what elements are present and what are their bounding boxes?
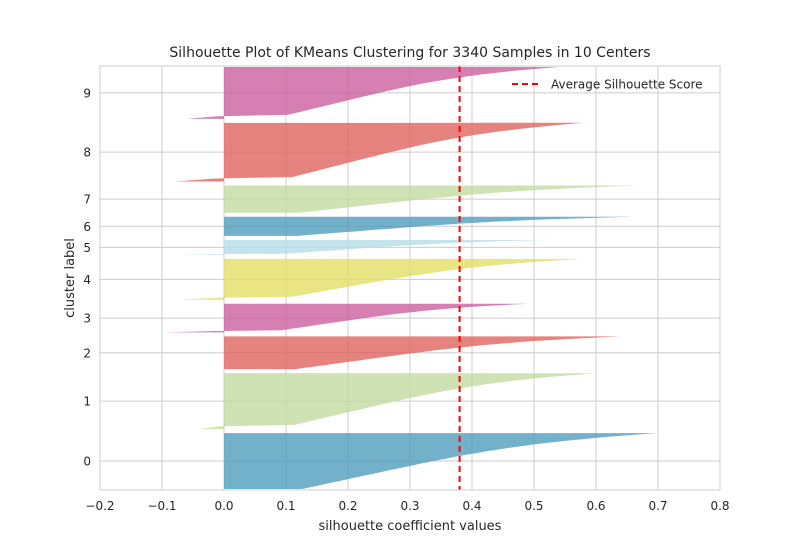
y-tick-label: 6 bbox=[83, 220, 91, 234]
x-tick-label: 0.5 bbox=[524, 499, 543, 513]
y-tick-label: 8 bbox=[83, 146, 91, 160]
legend-label: Average Silhouette Score bbox=[551, 78, 703, 92]
x-tick-label: 0.3 bbox=[400, 499, 419, 513]
cluster-silhouettes bbox=[162, 67, 658, 489]
y-tick-label: 2 bbox=[83, 346, 91, 360]
y-tick-label: 5 bbox=[83, 241, 91, 255]
x-tick-label: 0.4 bbox=[462, 499, 481, 513]
cluster-9-silhouette bbox=[186, 67, 559, 119]
x-tick-label: 0.2 bbox=[338, 499, 357, 513]
y-tick-labels: 0 1 2 3 4 5 6 7 8 9 bbox=[83, 86, 91, 468]
cluster-6-silhouette bbox=[224, 216, 634, 236]
legend: Average Silhouette Score bbox=[512, 78, 703, 92]
cluster-1-silhouette bbox=[199, 373, 596, 430]
y-tick-label: 1 bbox=[83, 395, 91, 409]
y-tick-label: 4 bbox=[83, 273, 91, 287]
x-tick-label: 0.8 bbox=[710, 499, 729, 513]
y-tick-label: 9 bbox=[83, 86, 91, 100]
x-tick-label: 0.7 bbox=[648, 499, 667, 513]
cluster-8-silhouette bbox=[174, 122, 584, 182]
x-tick-label: −0.1 bbox=[147, 499, 176, 513]
cluster-3-silhouette bbox=[162, 303, 528, 333]
x-axis-label: silhouette coefficient values bbox=[319, 519, 502, 534]
y-tick-label: 3 bbox=[83, 312, 91, 326]
chart-title: Silhouette Plot of KMeans Clustering for… bbox=[169, 45, 650, 61]
cluster-0-silhouette bbox=[224, 433, 658, 489]
cluster-5-silhouette bbox=[180, 239, 553, 255]
y-axis-label: cluster label bbox=[63, 238, 78, 318]
y-tick-label: 7 bbox=[83, 193, 91, 207]
x-tick-label: 0.1 bbox=[276, 499, 295, 513]
cluster-2-silhouette bbox=[224, 336, 621, 370]
plot-frame bbox=[99, 65, 721, 491]
x-tick-label: 0.6 bbox=[586, 499, 605, 513]
y-tick-label: 0 bbox=[83, 455, 91, 469]
x-tick-label: 0.0 bbox=[214, 499, 233, 513]
cluster-7-silhouette bbox=[224, 185, 640, 213]
x-tick-label: −0.2 bbox=[85, 499, 114, 513]
cluster-4-silhouette bbox=[180, 258, 584, 300]
x-tick-labels: −0.2 −0.1 0.0 0.1 0.2 0.3 0.4 0.5 0.6 0.7 0.8 bbox=[85, 499, 729, 513]
